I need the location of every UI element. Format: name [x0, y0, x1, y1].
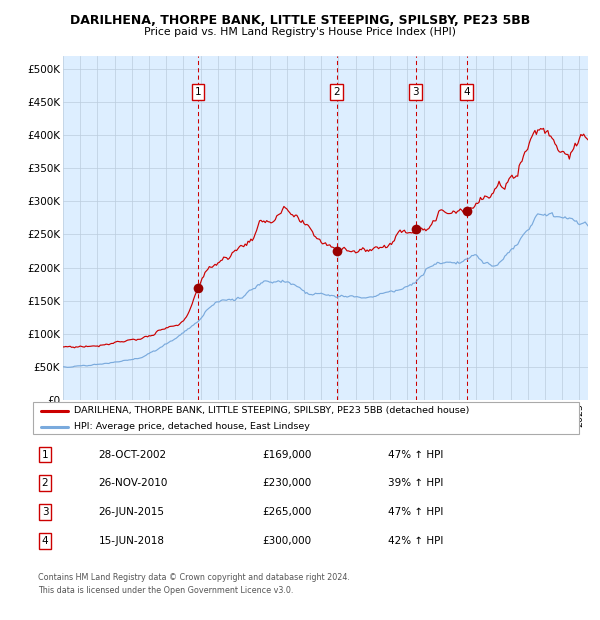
Text: 3: 3 [412, 87, 419, 97]
Text: 1: 1 [194, 87, 201, 97]
Text: 26-NOV-2010: 26-NOV-2010 [98, 479, 168, 489]
Text: £230,000: £230,000 [262, 479, 311, 489]
Text: 15-JUN-2018: 15-JUN-2018 [98, 536, 164, 546]
Text: 26-JUN-2015: 26-JUN-2015 [98, 507, 164, 517]
Text: 47% ↑ HPI: 47% ↑ HPI [388, 507, 443, 517]
Text: 2: 2 [334, 87, 340, 97]
Text: 4: 4 [463, 87, 470, 97]
FancyBboxPatch shape [33, 402, 579, 434]
Text: DARILHENA, THORPE BANK, LITTLE STEEPING, SPILSBY, PE23 5BB (detached house): DARILHENA, THORPE BANK, LITTLE STEEPING,… [74, 406, 469, 415]
Text: 28-OCT-2002: 28-OCT-2002 [98, 450, 167, 459]
Text: 3: 3 [41, 507, 49, 517]
Text: £169,000: £169,000 [262, 450, 311, 459]
Text: 1: 1 [41, 450, 49, 459]
Text: HPI: Average price, detached house, East Lindsey: HPI: Average price, detached house, East… [74, 422, 310, 432]
Text: £265,000: £265,000 [262, 507, 311, 517]
Text: 39% ↑ HPI: 39% ↑ HPI [388, 479, 443, 489]
Text: 42% ↑ HPI: 42% ↑ HPI [388, 536, 443, 546]
Text: Price paid vs. HM Land Registry's House Price Index (HPI): Price paid vs. HM Land Registry's House … [144, 27, 456, 37]
Text: This data is licensed under the Open Government Licence v3.0.: This data is licensed under the Open Gov… [38, 585, 294, 595]
Text: DARILHENA, THORPE BANK, LITTLE STEEPING, SPILSBY, PE23 5BB: DARILHENA, THORPE BANK, LITTLE STEEPING,… [70, 14, 530, 27]
Text: £300,000: £300,000 [262, 536, 311, 546]
Text: 47% ↑ HPI: 47% ↑ HPI [388, 450, 443, 459]
Text: Contains HM Land Registry data © Crown copyright and database right 2024.: Contains HM Land Registry data © Crown c… [38, 573, 350, 582]
Text: 4: 4 [41, 536, 49, 546]
Text: 2: 2 [41, 479, 49, 489]
